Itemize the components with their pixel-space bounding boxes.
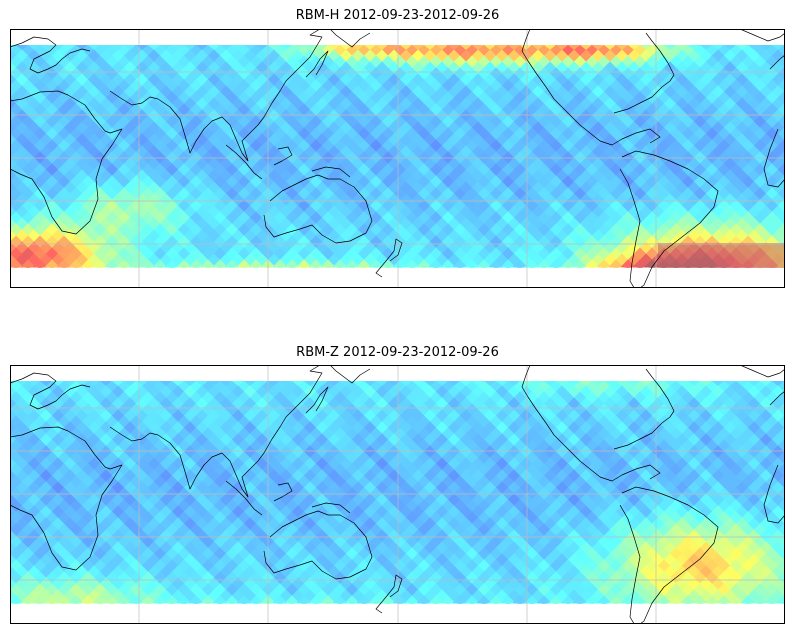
coastlines xyxy=(10,365,785,624)
gridlines xyxy=(10,365,785,624)
top-panel-title: RBM-H 2012-09-23-2012-09-26 xyxy=(295,8,500,23)
coastlines xyxy=(10,29,785,288)
bottom-panel-title: RBM-Z 2012-09-23-2012-09-26 xyxy=(296,345,499,360)
rbm-z-map xyxy=(10,365,785,624)
gridlines xyxy=(10,29,785,288)
data-field xyxy=(10,45,785,268)
data-field xyxy=(10,381,785,604)
rbm-h-map xyxy=(10,29,785,288)
map-frame xyxy=(10,365,785,624)
map-frame xyxy=(10,29,785,288)
